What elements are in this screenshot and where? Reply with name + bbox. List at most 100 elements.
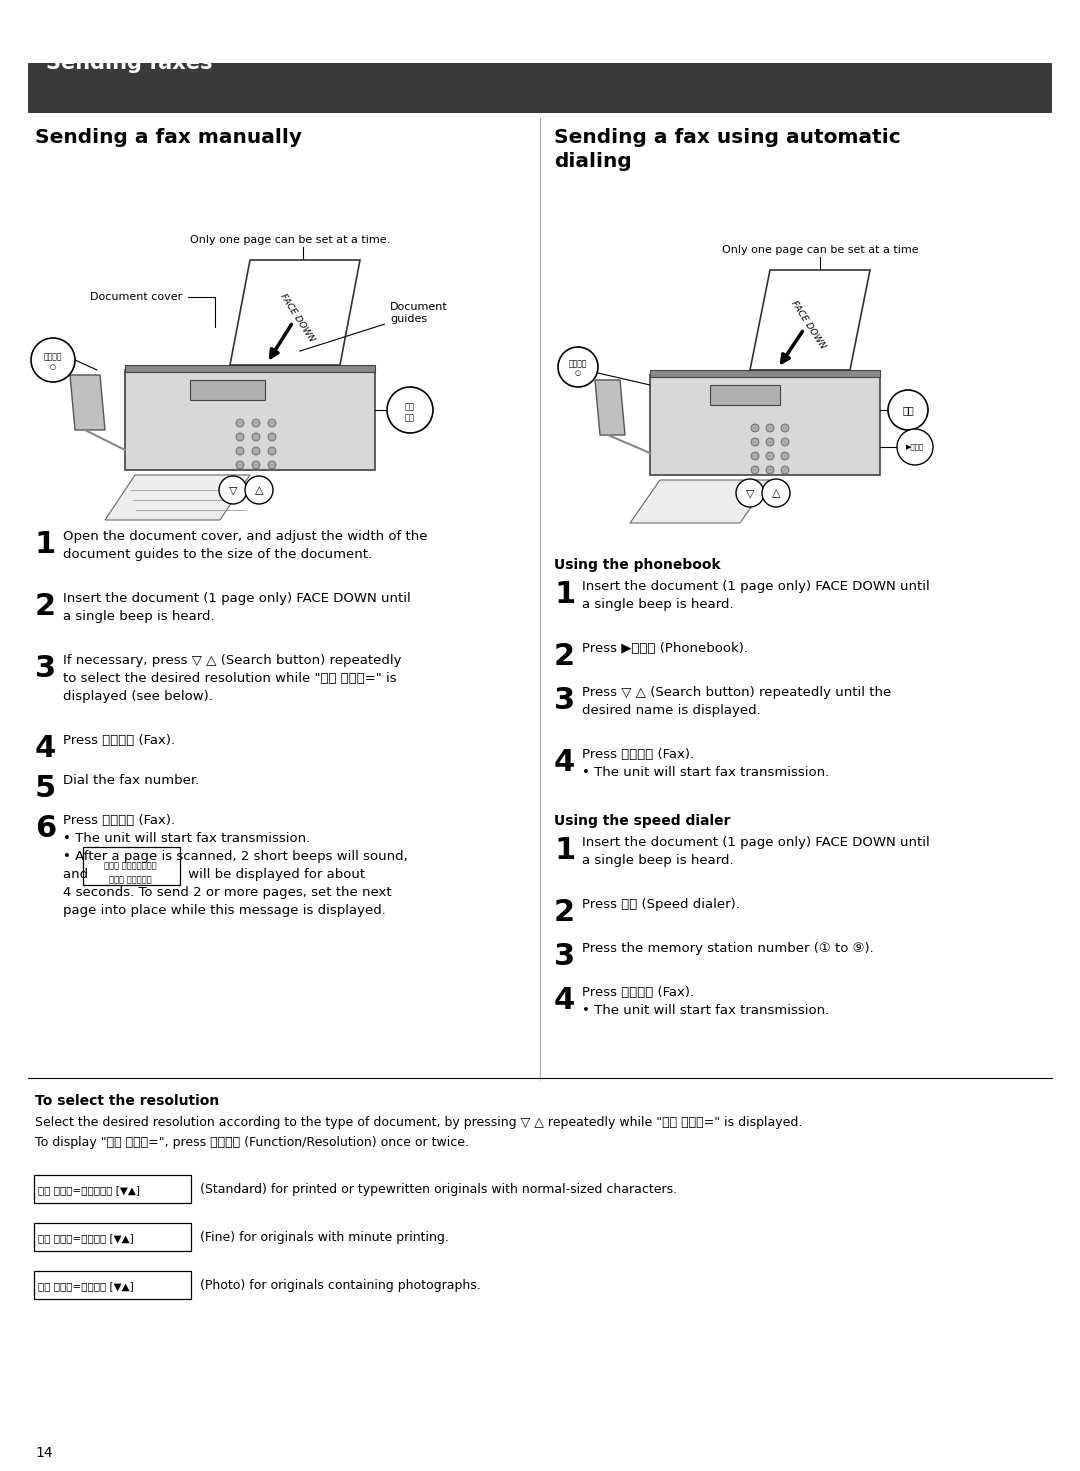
Text: Only one page can be set at a time.: Only one page can be set at a time. xyxy=(190,235,390,246)
Circle shape xyxy=(268,460,276,469)
Text: Press 短縮 (Speed dialer).: Press 短縮 (Speed dialer). xyxy=(582,897,740,911)
Text: 1: 1 xyxy=(554,580,576,609)
Circle shape xyxy=(766,424,774,432)
Text: ▶電話帳: ▶電話帳 xyxy=(906,444,924,450)
Text: Sending a fax using automatic: Sending a fax using automatic xyxy=(554,128,901,147)
Text: (Photo) for originals containing photographs.: (Photo) for originals containing photogr… xyxy=(200,1280,481,1293)
Text: 4: 4 xyxy=(35,734,56,763)
Text: Insert the document (1 page only) FACE DOWN until: Insert the document (1 page only) FACE D… xyxy=(582,580,930,593)
Text: 1: 1 xyxy=(554,836,576,865)
Circle shape xyxy=(219,477,247,505)
Circle shape xyxy=(735,480,764,507)
Polygon shape xyxy=(595,380,625,435)
Text: will be displayed for about: will be displayed for about xyxy=(184,868,365,881)
Text: Press ファクス (Fax).: Press ファクス (Fax). xyxy=(582,747,694,761)
Text: • The unit will start fax transmission.: • The unit will start fax transmission. xyxy=(582,1005,829,1016)
Text: page into place while this message is displayed.: page into place while this message is di… xyxy=(63,905,386,916)
Text: (Fine) for originals with minute printing.: (Fine) for originals with minute printin… xyxy=(200,1231,449,1244)
Text: Document
guides: Document guides xyxy=(299,303,448,352)
Text: Open the document cover, and adjust the width of the: Open the document cover, and adjust the … xyxy=(63,530,428,543)
Polygon shape xyxy=(70,375,105,430)
Circle shape xyxy=(245,477,273,505)
Text: Document cover: Document cover xyxy=(90,293,215,327)
Text: Sending a fax manually: Sending a fax manually xyxy=(35,128,302,147)
Text: 短縮: 短縮 xyxy=(902,405,914,415)
Circle shape xyxy=(751,452,759,460)
Text: ▽: ▽ xyxy=(746,488,754,499)
Circle shape xyxy=(268,419,276,427)
FancyBboxPatch shape xyxy=(33,1222,191,1250)
Circle shape xyxy=(762,480,789,507)
Text: a single beep is heard.: a single beep is heard. xyxy=(63,610,215,624)
Circle shape xyxy=(751,438,759,446)
Text: displayed (see below).: displayed (see below). xyxy=(63,690,213,703)
Text: カ゚ シツル=シャシン [▼▲]: カ゚ シツル=シャシン [▼▲] xyxy=(38,1281,134,1292)
FancyBboxPatch shape xyxy=(650,371,880,377)
Text: Sending faxes: Sending faxes xyxy=(46,53,213,74)
Text: Using the speed dialer: Using the speed dialer xyxy=(554,813,730,828)
Circle shape xyxy=(558,347,598,387)
Text: カ゚ シツル=チイサイ [▼▲]: カ゚ シツル=チイサイ [▼▲] xyxy=(38,1233,134,1243)
Text: 3: 3 xyxy=(35,655,56,683)
Polygon shape xyxy=(630,480,770,524)
Text: Insert the document (1 page only) FACE DOWN until: Insert the document (1 page only) FACE D… xyxy=(582,836,930,849)
Text: ファクス: ファクス xyxy=(44,353,63,362)
Text: If necessary, press ▽ △ (Search button) repeatedly: If necessary, press ▽ △ (Search button) … xyxy=(63,655,402,666)
Polygon shape xyxy=(230,260,360,365)
Text: Press ▽ △ (Search button) repeatedly until the: Press ▽ △ (Search button) repeatedly unt… xyxy=(582,685,891,699)
Text: document guides to the size of the document.: document guides to the size of the docum… xyxy=(63,549,373,560)
Text: 画質: 画質 xyxy=(405,403,415,412)
Polygon shape xyxy=(125,371,375,471)
Text: 4: 4 xyxy=(554,986,576,1015)
Text: To display "カ゚ シツル=", press 画質機能 (Function/Resolution) once or twice.: To display "カ゚ シツル=", press 画質機能 (Functi… xyxy=(35,1136,469,1149)
FancyBboxPatch shape xyxy=(33,1175,191,1203)
FancyBboxPatch shape xyxy=(710,385,780,405)
Text: ファクス: ファクス xyxy=(569,359,588,369)
Circle shape xyxy=(252,447,260,455)
Text: To select the resolution: To select the resolution xyxy=(35,1094,219,1108)
Text: Press ファクス (Fax).: Press ファクス (Fax). xyxy=(63,734,175,747)
Text: (Standard) for printed or typewritten originals with normal-sized characters.: (Standard) for printed or typewritten or… xyxy=(200,1184,677,1196)
Text: 14: 14 xyxy=(35,1446,53,1461)
Text: ツキ゛ ノケ゛ンコウラ: ツキ゛ ノケ゛ンコウラ xyxy=(105,862,157,871)
Text: 1: 1 xyxy=(35,530,56,559)
Circle shape xyxy=(781,424,789,432)
FancyBboxPatch shape xyxy=(83,847,179,886)
Circle shape xyxy=(31,338,75,382)
Circle shape xyxy=(237,447,244,455)
FancyBboxPatch shape xyxy=(28,63,1052,113)
Text: カ゚ シツル=フツウシ゚ [▼▲]: カ゚ シツル=フツウシ゚ [▼▲] xyxy=(38,1186,140,1194)
Text: Press ▶電話帳 (Phonebook).: Press ▶電話帳 (Phonebook). xyxy=(582,641,748,655)
Text: ○: ○ xyxy=(50,363,56,371)
FancyBboxPatch shape xyxy=(33,1271,191,1299)
Text: FACE DOWN: FACE DOWN xyxy=(789,300,827,350)
Text: 2: 2 xyxy=(35,591,56,621)
Polygon shape xyxy=(650,375,880,475)
Circle shape xyxy=(781,466,789,474)
FancyBboxPatch shape xyxy=(190,380,265,400)
Text: • After a page is scanned, 2 short beeps will sound,: • After a page is scanned, 2 short beeps… xyxy=(63,850,408,863)
Text: 3: 3 xyxy=(554,941,576,971)
Circle shape xyxy=(781,438,789,446)
Circle shape xyxy=(252,460,260,469)
Circle shape xyxy=(237,432,244,441)
Circle shape xyxy=(781,452,789,460)
Circle shape xyxy=(268,432,276,441)
Text: △: △ xyxy=(772,488,780,499)
FancyBboxPatch shape xyxy=(125,365,375,372)
Polygon shape xyxy=(105,475,249,521)
Circle shape xyxy=(387,387,433,432)
Text: and: and xyxy=(63,868,93,881)
Circle shape xyxy=(252,419,260,427)
Text: イレテ クタ゛サイ: イレテ クタ゛サイ xyxy=(109,875,152,884)
Text: FACE DOWN: FACE DOWN xyxy=(279,293,315,344)
Text: dialing: dialing xyxy=(554,152,632,171)
Text: 3: 3 xyxy=(554,685,576,715)
Text: a single beep is heard.: a single beep is heard. xyxy=(582,855,733,866)
Circle shape xyxy=(252,432,260,441)
Text: a single beep is heard.: a single beep is heard. xyxy=(582,599,733,610)
Circle shape xyxy=(237,460,244,469)
Text: desired name is displayed.: desired name is displayed. xyxy=(582,705,760,716)
Text: △: △ xyxy=(255,485,264,496)
Circle shape xyxy=(766,438,774,446)
